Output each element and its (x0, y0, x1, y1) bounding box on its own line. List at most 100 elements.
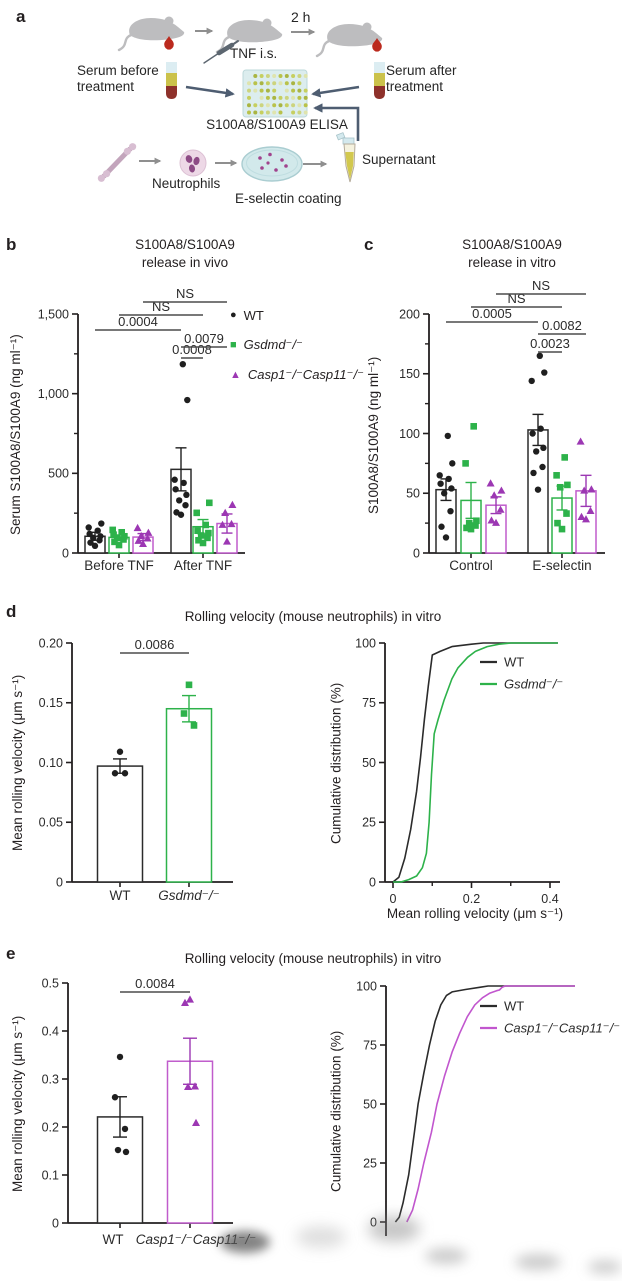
label-supernatant: Supernatant (362, 152, 436, 167)
legend-label-gsdmd: Gsdmd⁻/⁻ (243, 337, 303, 352)
legend-panel-b: ● WT ■ Gsdmd⁻/⁻ ▲ Casp1⁻/⁻Casp11⁻/⁻ (230, 300, 364, 390)
serum-tube-before-icon (166, 62, 177, 99)
svg-text:0: 0 (52, 1216, 59, 1230)
svg-text:100: 100 (399, 427, 420, 441)
svg-text:Casp1⁻/⁻Casp11⁻/⁻: Casp1⁻/⁻Casp11⁻/⁻ (136, 1232, 257, 1247)
svg-text:WT: WT (103, 1232, 124, 1247)
bone-icon (97, 143, 137, 182)
panel-label-b: b (6, 235, 17, 254)
svg-text:0.4: 0.4 (42, 1024, 59, 1038)
arrow-supernatant-to-elisa (313, 103, 360, 141)
legend-label-wt: WT (243, 307, 264, 323)
label-e-selectin: E-selectin coating (235, 191, 342, 206)
svg-text:0: 0 (390, 892, 397, 906)
svg-text:WT: WT (504, 998, 524, 1013)
svg-text:0.0023: 0.0023 (530, 336, 570, 351)
svg-text:Gsdmd⁻/⁻: Gsdmd⁻/⁻ (158, 888, 220, 903)
svg-text:Control: Control (449, 558, 493, 573)
svg-text:25: 25 (362, 816, 376, 830)
chart-d-bar-ylabel: Mean rolling velocity (μm s⁻¹) (10, 674, 25, 852)
chart-b-title: S100A8/S100A9 release in vivo (135, 237, 235, 270)
svg-text:Casp1⁻/⁻Casp11⁻/⁻: Casp1⁻/⁻Casp11⁻/⁻ (504, 1020, 620, 1035)
label-serum-after: Serum after treatment (386, 63, 457, 94)
svg-text:NS: NS (176, 286, 194, 301)
panel-label-c: c (364, 235, 374, 254)
svg-text:0.0008: 0.0008 (172, 342, 212, 357)
supernatant-tube-icon (335, 132, 356, 183)
svg-text:Before TNF: Before TNF (84, 558, 154, 573)
legend-label-casp: Casp1⁻/⁻Casp11⁻/⁻ (247, 367, 364, 382)
svg-text:0.2: 0.2 (463, 892, 480, 906)
label-serum-before: Serum before treatment (77, 63, 159, 94)
svg-text:0.15: 0.15 (39, 696, 63, 710)
label-2h: 2 h (291, 9, 311, 25)
svg-text:200: 200 (399, 307, 420, 321)
legend-item-casp: ▲ Casp1⁻/⁻Casp11⁻/⁻ (230, 360, 364, 390)
svg-text:75: 75 (362, 696, 376, 710)
chart-e-cdf-ylabel: Cumulative distribution (%) (328, 1030, 344, 1192)
svg-text:NS: NS (532, 278, 550, 293)
svg-text:0.20: 0.20 (39, 636, 63, 650)
svg-text:1,500: 1,500 (38, 307, 69, 321)
svg-text:0.3: 0.3 (42, 1072, 59, 1086)
panel-d-title: Rolling velocity (mouse neutrophils) in … (184, 609, 442, 624)
svg-text:500: 500 (48, 467, 69, 481)
neutrophil-cell-icon (179, 149, 207, 177)
svg-text:0.4: 0.4 (541, 892, 558, 906)
svg-text:1,000: 1,000 (38, 387, 69, 401)
panel-e-title: Rolling velocity (mouse neutrophils) in … (184, 951, 442, 966)
casp-triangle-marker-icon: ▲ (230, 368, 241, 381)
syringe-icon (203, 40, 239, 64)
chart-b-ylabel: Serum S100A8/S100A9 (ng ml⁻¹) (8, 334, 23, 536)
svg-text:50: 50 (362, 756, 376, 770)
svg-text:After TNF: After TNF (174, 558, 232, 573)
panel-label-e: e (6, 944, 16, 963)
svg-text:0: 0 (413, 546, 420, 560)
legend-item-wt: ● WT (230, 300, 364, 330)
panel-a-illustration (97, 15, 385, 183)
svg-text:0.0086: 0.0086 (135, 637, 175, 652)
svg-text:0.0005: 0.0005 (472, 306, 512, 321)
chart-c-title: S100A8/S100A9 release in vitro (462, 237, 562, 270)
label-elisa: S100A8/S100A9 ELISA (206, 117, 348, 132)
svg-text:75: 75 (363, 1038, 377, 1052)
svg-text:100: 100 (356, 979, 377, 993)
panel-label-d: d (6, 602, 17, 621)
svg-text:0.1: 0.1 (42, 1168, 59, 1182)
svg-text:WT: WT (504, 654, 524, 669)
svg-text:0.0004: 0.0004 (118, 314, 158, 329)
svg-text:0.10: 0.10 (39, 756, 63, 770)
legend-item-gsdmd: ■ Gsdmd⁻/⁻ (230, 330, 364, 360)
chart-d-cdf-ylabel: Cumulative distribution (%) (328, 682, 344, 844)
svg-text:WT: WT (110, 888, 131, 903)
svg-text:0: 0 (56, 875, 63, 889)
svg-text:0: 0 (370, 1215, 377, 1229)
svg-text:0: 0 (369, 875, 376, 889)
svg-text:0.5: 0.5 (42, 976, 59, 990)
svg-text:NS: NS (152, 299, 170, 314)
chart-c-ylabel: S100A8/S100A9 (ng ml⁻¹) (366, 356, 381, 514)
chart-d-cdf-xlabel: Mean rolling velocity (μm s⁻¹) (386, 906, 564, 921)
svg-text:100: 100 (355, 636, 376, 650)
svg-text:NS: NS (507, 291, 525, 306)
panel-label-a: a (16, 7, 26, 26)
arrow-serum-before-to-elisa (185, 85, 235, 98)
svg-text:150: 150 (399, 367, 420, 381)
svg-text:25: 25 (363, 1156, 377, 1170)
gsdmd-square-marker-icon: ■ (230, 338, 237, 351)
arrow-serum-after-to-elisa (311, 85, 360, 98)
wt-circle-marker-icon: ● (230, 308, 237, 321)
serum-tube-after-icon (374, 62, 385, 99)
elisa-plate-icon (242, 69, 308, 118)
label-tnf: TNF i.s. (230, 46, 278, 61)
petri-dish-icon (241, 146, 303, 182)
svg-text:0: 0 (62, 546, 69, 560)
svg-text:0.0082: 0.0082 (542, 318, 582, 333)
svg-text:0.0084: 0.0084 (135, 976, 175, 991)
svg-text:50: 50 (363, 1097, 377, 1111)
svg-text:Gsdmd⁻/⁻: Gsdmd⁻/⁻ (504, 676, 563, 691)
svg-text:0.05: 0.05 (39, 816, 63, 830)
svg-text:E-selectin: E-selectin (532, 558, 591, 573)
